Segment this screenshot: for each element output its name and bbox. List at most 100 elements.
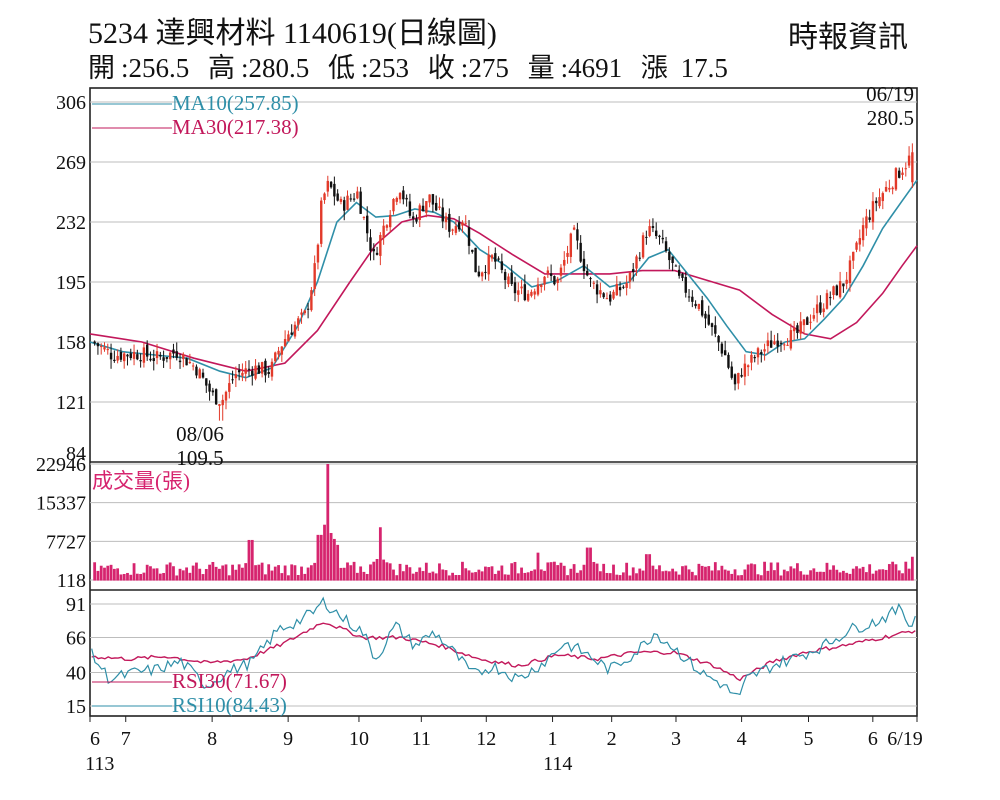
- candle-body: [389, 214, 392, 228]
- candle-body: [884, 186, 888, 192]
- ma30-line: [89, 214, 918, 373]
- volume-bar: [608, 573, 612, 581]
- candle-body: [411, 216, 415, 219]
- candle-body: [783, 344, 786, 346]
- candle-body: [576, 229, 579, 241]
- candle-body: [369, 237, 372, 251]
- candle-body: [454, 226, 458, 233]
- volume-bar: [907, 568, 911, 581]
- candle-body: [408, 201, 412, 216]
- volume-bar: [720, 565, 724, 581]
- candle-body: [888, 187, 891, 190]
- volume-bar: [763, 561, 766, 581]
- candle-body: [329, 181, 333, 188]
- volume-bar: [382, 559, 386, 581]
- volume-bar: [323, 524, 326, 581]
- volume-bar: [887, 564, 891, 581]
- candle-body: [740, 374, 743, 377]
- volume-bar: [112, 568, 116, 581]
- candle-body: [139, 360, 142, 362]
- volume-bar: [727, 570, 730, 581]
- candlesticks: [93, 143, 914, 421]
- volume-bar: [631, 567, 635, 581]
- volume-bar: [250, 539, 254, 581]
- month-label: 5: [804, 728, 814, 750]
- candle-body: [119, 352, 123, 360]
- volume-bar: [237, 564, 241, 581]
- volume-bar: [782, 569, 786, 581]
- candle-body: [185, 358, 188, 366]
- volume-bar: [221, 565, 225, 581]
- candle-body: [93, 341, 96, 344]
- volume-bar: [841, 570, 845, 581]
- candle-body: [339, 198, 343, 202]
- candle-body: [438, 206, 441, 208]
- candle-body: [852, 251, 855, 261]
- candle-body: [415, 218, 418, 222]
- volume-bar: [260, 562, 264, 581]
- candle-body: [188, 362, 192, 364]
- candle-body: [316, 244, 320, 263]
- candle-body: [244, 368, 247, 374]
- volume-bar: [592, 561, 596, 581]
- volume-bar: [145, 564, 149, 581]
- volume-bar: [175, 575, 179, 581]
- candle-body: [162, 357, 165, 361]
- candle-body: [651, 226, 655, 229]
- volume-bar: [93, 562, 97, 581]
- volume-bar: [789, 566, 793, 581]
- candle-body: [668, 251, 671, 261]
- candle-body: [746, 365, 750, 368]
- candle-body: [461, 222, 464, 226]
- month-label: 3: [671, 728, 681, 750]
- month-label: 7: [121, 728, 131, 750]
- candle-body: [700, 300, 704, 316]
- volume-bar: [756, 574, 760, 581]
- candle-body: [891, 187, 894, 190]
- stat-high: 高:280.5: [208, 53, 310, 83]
- candle-body: [687, 296, 691, 298]
- volume-bar: [415, 571, 418, 581]
- volume-bar: [168, 562, 172, 581]
- volume-bar: [129, 574, 133, 581]
- candle-body: [760, 352, 763, 355]
- candle-body: [602, 293, 605, 298]
- volume-bar: [326, 464, 330, 581]
- volume-bar: [641, 570, 645, 581]
- volume-bar: [336, 544, 340, 581]
- stat-volume: 量:4691: [527, 53, 623, 83]
- candle-body: [792, 328, 796, 332]
- volume-bar: [625, 562, 629, 581]
- candle-body: [625, 283, 628, 288]
- candle-body: [645, 236, 648, 238]
- volume-bar: [753, 564, 757, 581]
- volume-bar: [553, 561, 556, 581]
- candle-body: [500, 261, 504, 270]
- candle-body: [773, 341, 776, 345]
- rsi-tick-label: 66: [66, 628, 86, 650]
- rsi10-legend: RSI10(84.43): [172, 693, 287, 717]
- candle-body: [766, 340, 770, 347]
- volume-bar: [103, 567, 106, 581]
- candle-body: [175, 351, 178, 358]
- candle-body: [513, 282, 517, 294]
- volume-bar: [881, 569, 885, 581]
- candle-body: [769, 340, 773, 348]
- candle-body: [517, 290, 520, 295]
- volume-bar: [388, 563, 392, 581]
- volume-bar: [648, 554, 652, 581]
- candle-body: [756, 348, 760, 358]
- volume-bar: [559, 562, 563, 581]
- high-annotation-value: 280.5: [867, 106, 914, 130]
- volume-bar: [851, 568, 855, 581]
- volume-bar: [224, 564, 228, 581]
- volume-bar: [208, 564, 211, 581]
- candle-body: [165, 357, 169, 359]
- candle-body: [878, 197, 881, 207]
- candle-body: [595, 284, 599, 295]
- volume-bar: [520, 567, 523, 581]
- volume-bar: [654, 569, 658, 581]
- candle-body: [372, 248, 375, 252]
- candle-body: [809, 321, 812, 323]
- candle-body: [520, 286, 523, 289]
